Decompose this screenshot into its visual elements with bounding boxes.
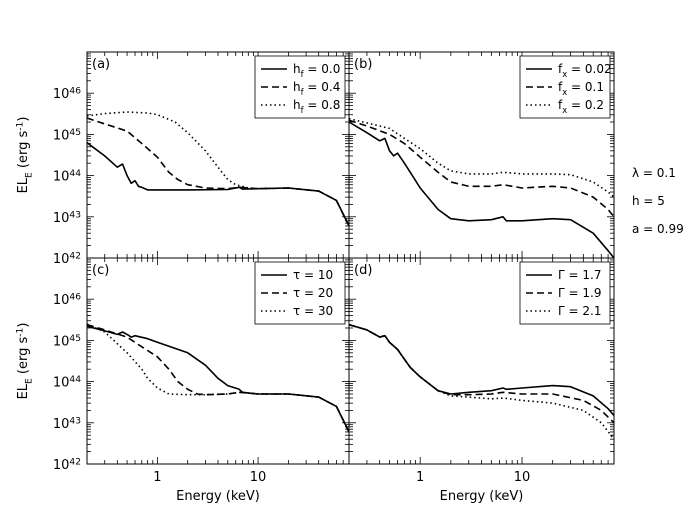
annotation-lambda: λ = 0.1 <box>632 166 676 180</box>
legend-box <box>519 261 611 325</box>
series-line-dashed <box>87 117 349 227</box>
series-group <box>87 323 349 433</box>
y-tick-label: 1043​ <box>53 416 81 432</box>
legend-entry: hf​ = 0.4 <box>293 80 340 97</box>
legend-entry: Γ = 2.1 <box>558 304 601 318</box>
x-axis-label: Energy (keV) <box>176 489 260 504</box>
x-tick-label: 1 <box>153 470 161 485</box>
y-tick-label: 1042​ <box>53 457 81 473</box>
series-line-dashed <box>349 119 614 218</box>
series-group <box>349 117 614 258</box>
legend-box <box>254 55 346 119</box>
legend-entry: fx​ = 0.02 <box>558 62 612 79</box>
tick-marks <box>348 52 615 259</box>
panel-d: 1 10 Energy (keV) (d) Γ = 1.7 Γ = 1.9 Γ = 2.1 <box>348 257 615 504</box>
x-tick-label: 10 <box>514 470 531 485</box>
y-tick-label: 1044​ <box>53 375 81 391</box>
tick-marks <box>86 52 350 259</box>
y-tick-label: 1043​ <box>53 210 81 226</box>
series-group <box>87 111 349 227</box>
annotation-a: a = 0.99 <box>632 222 684 236</box>
legend-entry: hf​ = 0.0 <box>293 62 340 79</box>
parameter-annotations: λ = 0.1 h = 5 a = 0.99 <box>632 166 684 236</box>
legend-entry: Γ = 1.7 <box>558 268 601 282</box>
panel-label: (a) <box>92 57 110 72</box>
series-line-dotted <box>349 323 614 440</box>
axes-frame <box>348 257 615 465</box>
y-tick-label: 1044​ <box>53 169 81 185</box>
legend-entry: τ = 30 <box>293 304 333 318</box>
x-tick-label: 1 <box>416 470 424 485</box>
panel-label: (d) <box>354 263 372 278</box>
series-line-dotted <box>87 111 349 227</box>
series-line-dashed <box>349 323 614 424</box>
series-group <box>349 323 614 440</box>
legend-box <box>254 261 346 325</box>
legend-entry: hf​ = 0.8 <box>293 98 340 115</box>
legend-box <box>519 55 611 119</box>
panel-label: (b) <box>354 57 372 72</box>
series-line-dotted <box>349 117 614 198</box>
series-line-solid <box>349 121 614 258</box>
y-axis-label: ELE​ (erg s-1​) <box>15 323 34 400</box>
legend: hf​ = 0.0hf​ = 0.4hf​ = 0.8 <box>254 55 346 119</box>
legend: τ = 10 τ = 20 τ = 30 <box>254 261 346 325</box>
legend-entry: τ = 10 <box>293 268 333 282</box>
panel-label: (c) <box>92 263 109 278</box>
series-line-solid <box>87 142 349 227</box>
panel-a: 1046​ 1045​ 1044​ 1043​ 1042​ ELE​ (erg s-1​)… <box>15 51 350 267</box>
y-tick-label: 1042​ <box>53 251 81 267</box>
x-tick-label: 10 <box>250 470 267 485</box>
series-line-solid <box>87 325 349 433</box>
legend-entry: Γ = 1.9 <box>558 286 601 300</box>
legend-entry: fx​ = 0.2 <box>558 98 604 115</box>
x-axis-label: Energy (keV) <box>440 489 524 504</box>
legend-entry: fx​ = 0.1 <box>558 80 604 97</box>
series-line-solid <box>349 323 614 417</box>
panel-c: 1046​ 1045​ 1044​ 1043​ 1042​ 1 10 ELE​ (erg s-… <box>15 257 350 504</box>
y-tick-label: 1045​ <box>53 334 81 350</box>
y-axis-label: ELE​ (erg s-1​) <box>15 117 34 194</box>
y-tick-label: 1045​ <box>53 128 81 144</box>
y-tick-label: 1046​ <box>53 87 81 103</box>
legend-entry: τ = 20 <box>293 286 333 300</box>
annotation-h: h = 5 <box>632 194 665 208</box>
legend: Γ = 1.7 Γ = 1.9 Γ = 2.1 <box>519 261 611 325</box>
y-tick-label: 1046​ <box>53 293 81 309</box>
